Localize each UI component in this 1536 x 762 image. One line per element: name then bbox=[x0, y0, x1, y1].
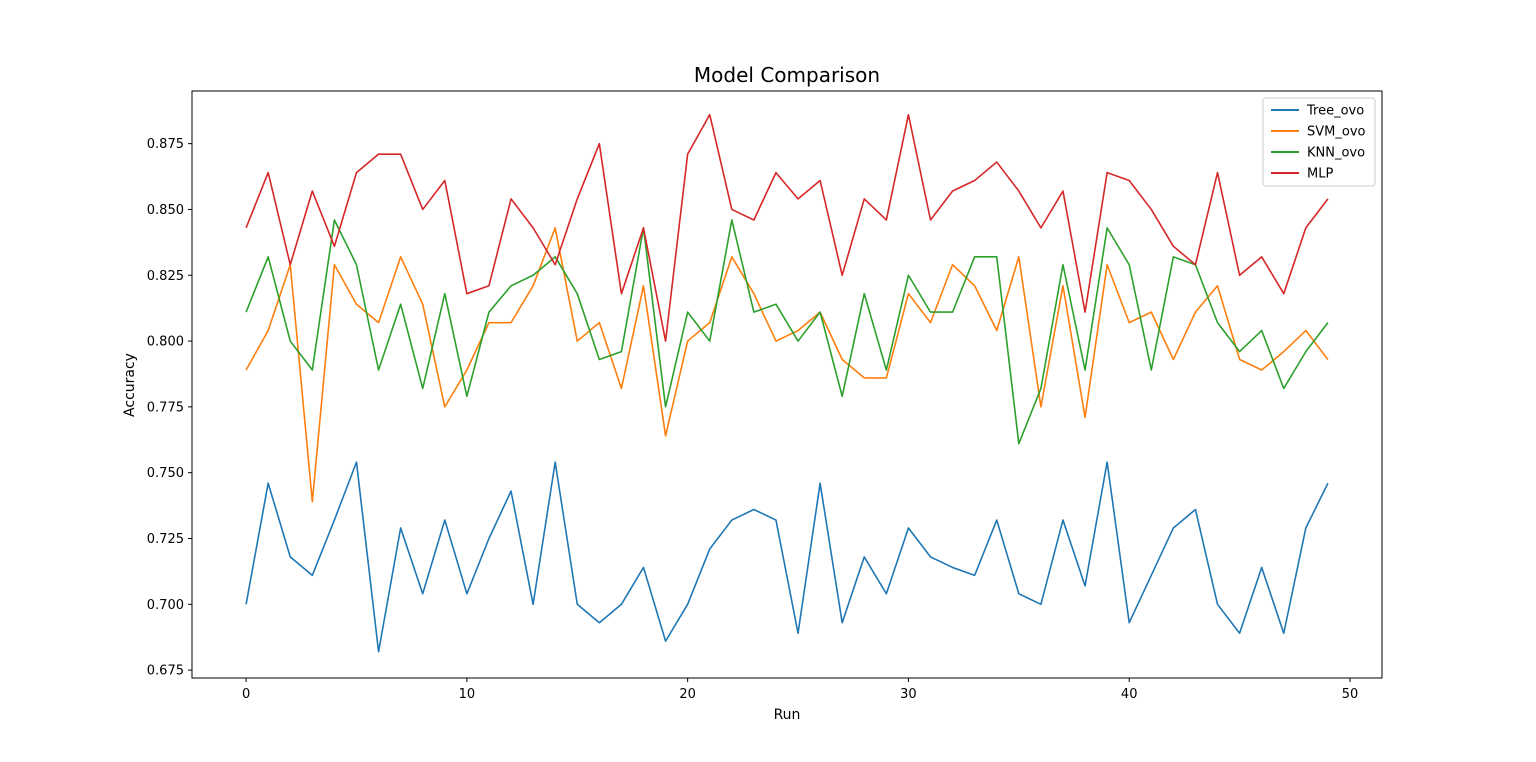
y-tick-label: 0.775 bbox=[147, 400, 184, 415]
y-tick-label: 0.725 bbox=[147, 532, 184, 547]
y-axis-label: Accuracy bbox=[122, 353, 138, 417]
y-axis-ticks: 0.675 0.700 0.725 0.750 0.775 0.800 0.825 0.850… bbox=[147, 137, 192, 679]
x-axis-ticks: 0 10 20 30 40 50 bbox=[242, 678, 1358, 702]
y-tick-label: 0.850 bbox=[147, 203, 184, 218]
x-tick-label: 0 bbox=[242, 687, 250, 702]
x-tick-label: 40 bbox=[1121, 687, 1138, 702]
y-tick-label: 0.825 bbox=[147, 269, 184, 284]
y-tick-label: 0.675 bbox=[147, 664, 184, 679]
legend-label: SVM_ovo bbox=[1307, 125, 1366, 140]
x-axis-label: Run bbox=[774, 707, 801, 723]
y-tick-label: 0.750 bbox=[147, 466, 184, 481]
series-line-mlp bbox=[245, 113, 1329, 342]
legend-label: Tree_ovo bbox=[1306, 104, 1364, 119]
chart-title: Model Comparison bbox=[694, 63, 880, 87]
plot-frame bbox=[191, 90, 1383, 679]
y-tick-label: 0.875 bbox=[147, 137, 184, 152]
y-tick-label: 0.800 bbox=[147, 335, 184, 350]
legend-box bbox=[1262, 97, 1376, 187]
series-line-tree-ovo bbox=[245, 461, 1329, 653]
legend-label: KNN_ovo bbox=[1307, 146, 1365, 161]
legend-label: MLP bbox=[1307, 167, 1333, 182]
series-line-knn-ovo bbox=[245, 219, 1329, 445]
x-tick-label: 50 bbox=[1342, 687, 1359, 702]
x-tick-label: 10 bbox=[459, 687, 476, 702]
x-tick-label: 30 bbox=[900, 687, 917, 702]
x-tick-label: 20 bbox=[679, 687, 696, 702]
legend: Tree_ovo SVM_ovo KNN_ovo MLP bbox=[1262, 97, 1376, 187]
series-layer bbox=[245, 113, 1329, 653]
series-line-svm-ovo bbox=[245, 227, 1329, 503]
y-tick-label: 0.700 bbox=[147, 598, 184, 613]
